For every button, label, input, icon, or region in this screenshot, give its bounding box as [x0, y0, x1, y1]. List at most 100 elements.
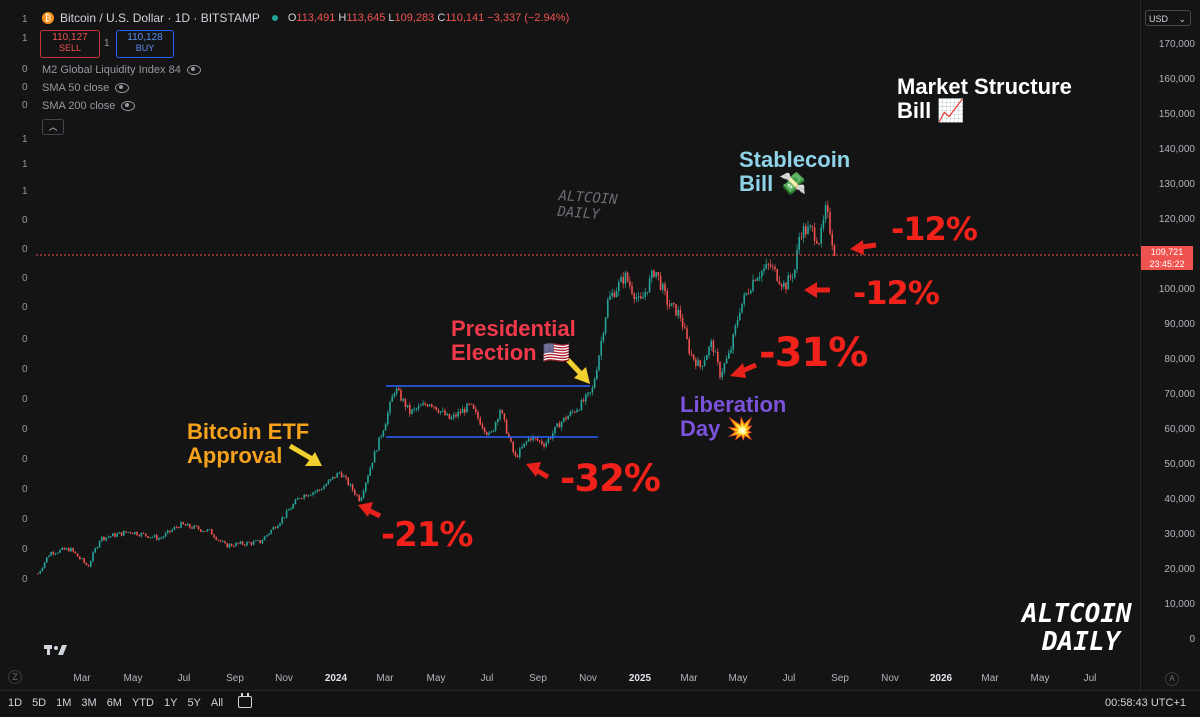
candle-body [37, 573, 39, 575]
indicator-m2[interactable]: M2 Global Liquidity Index 84 [42, 64, 201, 76]
timeframe-button-all[interactable]: All [210, 697, 224, 709]
timezone-z[interactable]: Z [8, 670, 22, 684]
currency-select[interactable]: USD ⌄ [1145, 10, 1191, 26]
clock[interactable]: 00:58:43 UTC+1 [1104, 697, 1186, 709]
candle-body [552, 433, 554, 439]
candle-body [230, 543, 233, 547]
candle-body [142, 532, 145, 534]
candle-body [85, 562, 88, 566]
collapse-legend-button[interactable]: ︿ [42, 119, 64, 135]
auto-scale-button[interactable]: A [1165, 672, 1179, 686]
candle-body [734, 325, 737, 335]
timeframe-button-1y[interactable]: 1Y [163, 697, 178, 709]
price-scale-label: 80,000 [1164, 354, 1195, 365]
timeframe-button-1m[interactable]: 1M [56, 697, 72, 709]
candle-body [503, 413, 506, 420]
timeframe-button-6m[interactable]: 6M [106, 697, 122, 709]
candle-body [582, 400, 585, 402]
candle-body [477, 411, 479, 419]
candle-body [593, 379, 596, 388]
candle-body [714, 351, 717, 353]
price-scale[interactable]: USD ⌄ 170,000 160,000 150,000 140,000 130,000… [1140, 0, 1200, 690]
left-scale-label: 0 [22, 244, 28, 255]
candle-body [464, 409, 466, 413]
annotation-election: Presidential Election 🇺🇸 [451, 316, 576, 365]
indicator-sma50[interactable]: SMA 50 close [42, 82, 130, 94]
candle-body [72, 547, 74, 552]
candle-body [365, 482, 367, 492]
candle-body [120, 532, 123, 536]
candle-body [576, 410, 578, 413]
candle-body [156, 535, 158, 540]
arrow-12b [804, 282, 830, 298]
candle-body [325, 484, 327, 487]
ohlc-readout: O113,491 H113,645 L109,283 C110,141 −3,3… [287, 12, 570, 24]
candle-body [285, 510, 288, 518]
candle-body [255, 540, 257, 542]
timeframe-button-ytd[interactable]: YTD [131, 697, 154, 709]
candle-body [745, 292, 748, 295]
candle-body [96, 547, 99, 549]
chart-area[interactable]: ₿ Bitcoin / U.S. Dollar · 1D · BITSTAMP … [0, 0, 1140, 690]
left-scale-label: 0 [22, 544, 28, 555]
candle-body [382, 430, 385, 437]
candle-body [435, 406, 437, 411]
left-scale-label: 1 [22, 159, 28, 170]
sell-button[interactable]: 110,127 SELL [40, 30, 100, 58]
candle-body [752, 279, 754, 291]
candle-body [673, 303, 675, 305]
price-scale-label: 70,000 [1164, 389, 1195, 400]
candle-body [131, 533, 134, 535]
price-chart[interactable] [0, 0, 1140, 690]
eye-hidden-icon[interactable] [115, 83, 130, 93]
candle-body [439, 411, 442, 413]
candle-body [362, 491, 365, 498]
candle-body [54, 553, 57, 555]
annotation-liberation: Liberation Day 💥 [680, 392, 787, 441]
candle-body [589, 392, 591, 393]
candle-body [633, 293, 635, 300]
candle-body [624, 272, 627, 284]
candle-body [92, 552, 94, 562]
candle-body [679, 309, 682, 318]
timeframe-button-5y[interactable]: 5Y [187, 697, 201, 709]
candle-body [703, 360, 706, 366]
candle-body [655, 272, 657, 277]
candle-body [160, 537, 162, 539]
candle-body [783, 282, 785, 287]
left-scale-label: 0 [22, 302, 28, 313]
candle-body [774, 266, 776, 270]
candle-body [226, 543, 228, 548]
eye-hidden-icon[interactable] [186, 65, 201, 75]
candle-body [560, 421, 563, 428]
candle-body [109, 536, 112, 537]
timeframe-button-3m[interactable]: 3M [81, 697, 97, 709]
candle-body [431, 404, 433, 407]
candle-body [202, 531, 204, 532]
candle-body [316, 489, 319, 492]
timeframe-button-1d[interactable]: 1D [8, 697, 23, 709]
date-range-icon[interactable] [238, 693, 252, 708]
price-scale-label: 10,000 [1164, 599, 1195, 610]
candle-body [164, 533, 167, 537]
buy-button[interactable]: 110,128 BUY [116, 30, 174, 58]
candle-body [101, 536, 103, 541]
candle-body [494, 422, 497, 431]
indicator-sma200[interactable]: SMA 200 close [42, 100, 136, 112]
candle-body [486, 432, 488, 435]
candle-body [541, 441, 543, 444]
candle-body [41, 568, 44, 571]
candle-body [233, 546, 235, 547]
eye-hidden-icon[interactable] [121, 101, 136, 111]
candle-body [596, 370, 598, 380]
candle-body [453, 414, 455, 418]
candle-body [538, 440, 541, 442]
candle-body [222, 541, 224, 543]
candle-body [184, 524, 187, 526]
candle-body [338, 472, 341, 474]
time-axis-label: Mar [680, 673, 698, 684]
candle-body [813, 227, 816, 241]
candle-body [167, 530, 169, 534]
timeframe-button-5d[interactable]: 5D [32, 697, 47, 709]
candle-body [769, 264, 772, 267]
